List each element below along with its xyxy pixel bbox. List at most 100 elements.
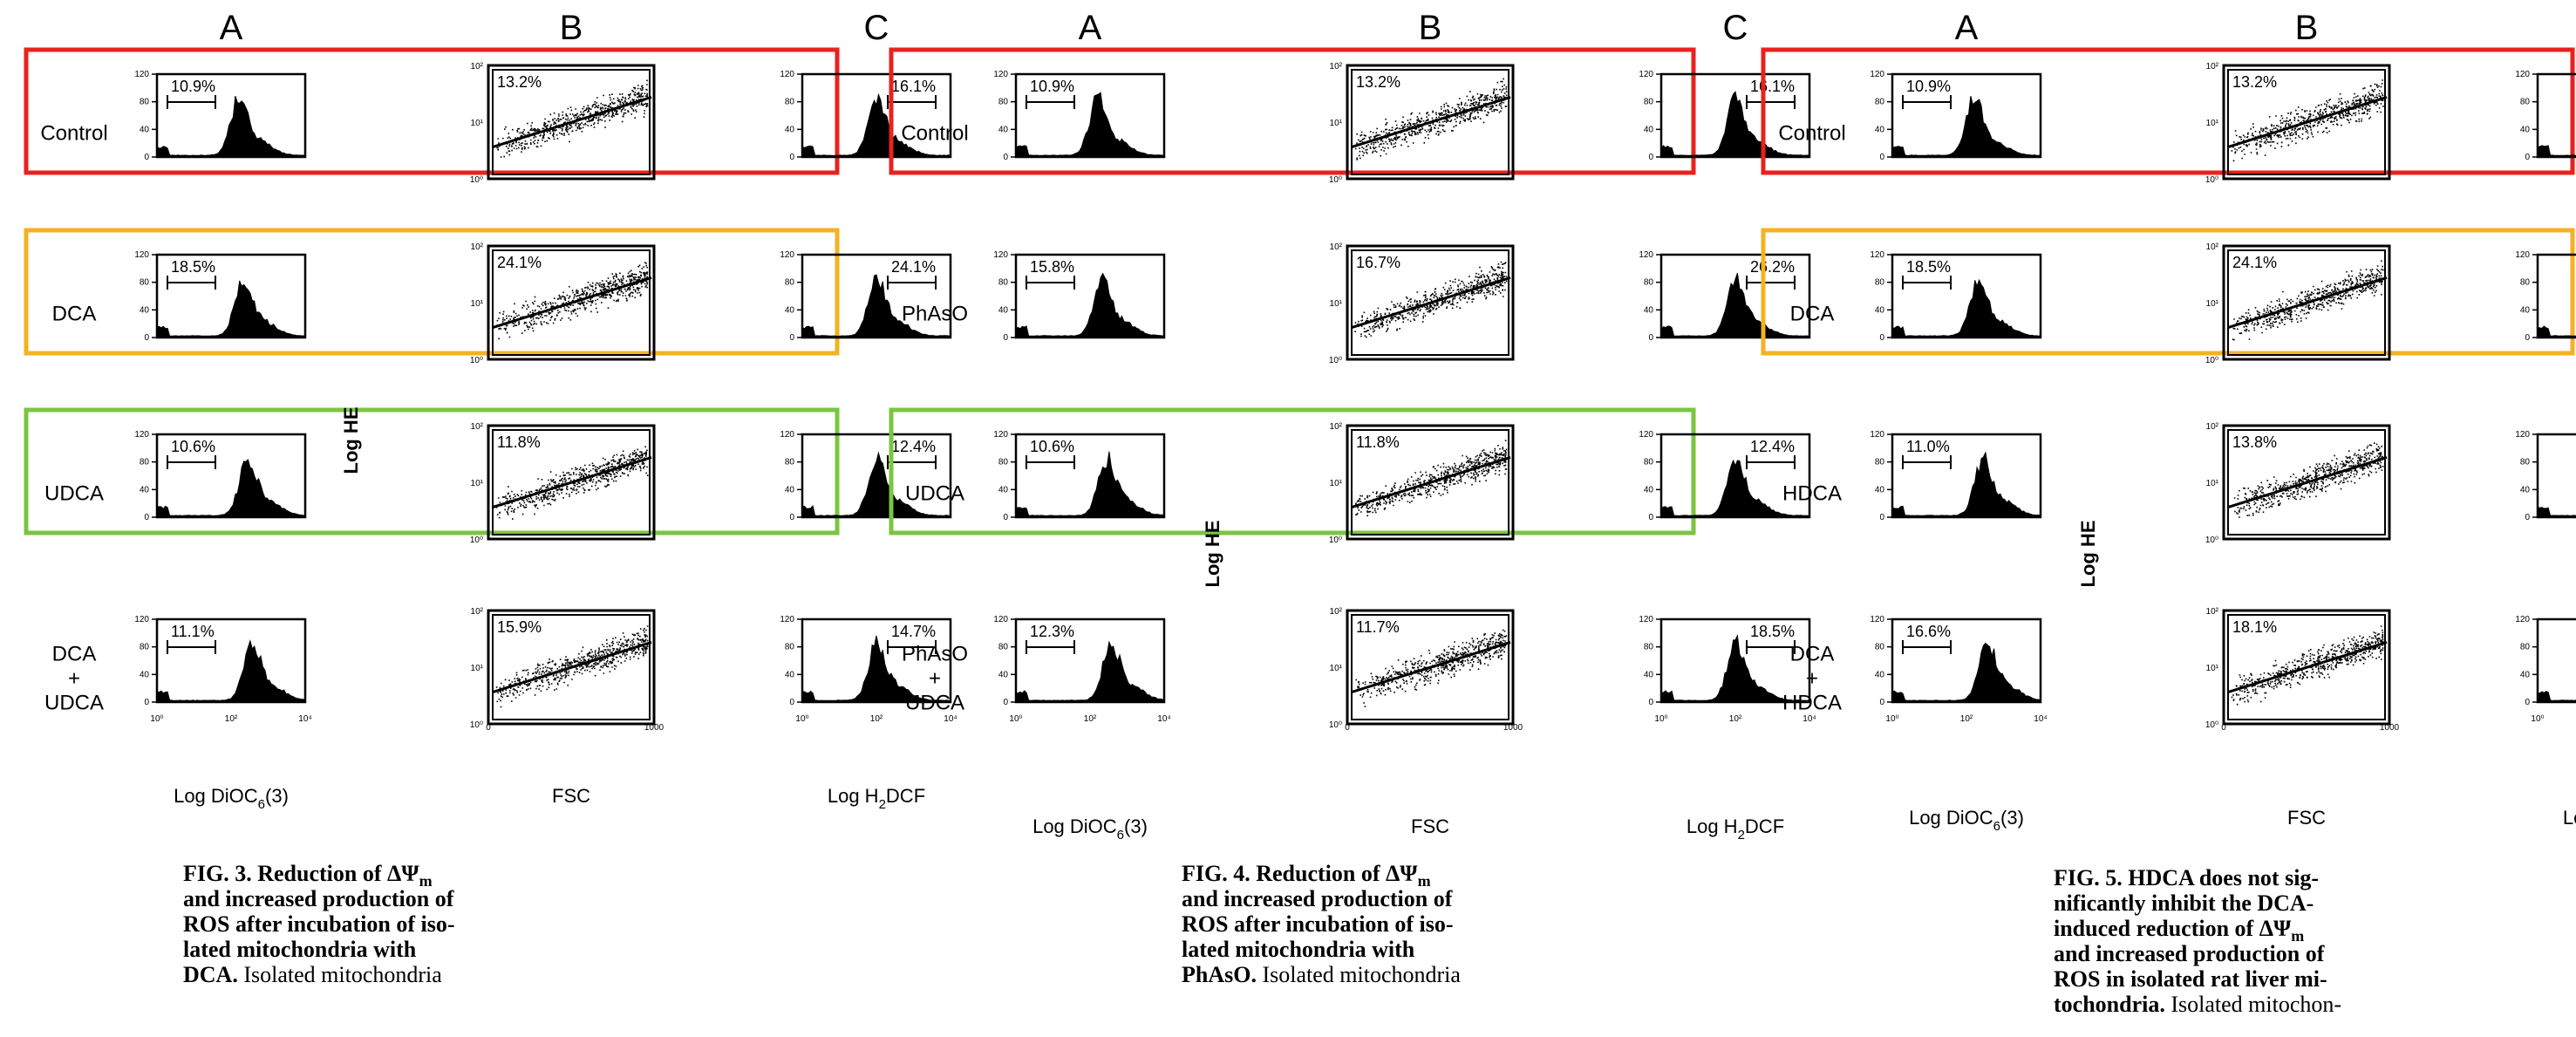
y-tick-label: 80 [2520, 643, 2531, 652]
gate-percentage: 10.9% [1906, 78, 1951, 95]
row-dca: DCA 120 80 40 0 18.5% 10² 10¹ 10⁰ 24.1% 120 80 40 0 24… [24, 228, 952, 365]
y-tick-label: 10¹ [471, 664, 484, 673]
y-tick-label: 40 [2520, 305, 2531, 315]
axis-label-part: Log H [828, 785, 879, 807]
caption-line: lated mitochondria with [183, 937, 417, 962]
caption-line: tochondria. Isolated mitochon- [2054, 992, 2341, 1017]
y-tick-label: 0 [1648, 333, 1653, 343]
gate-percentage: 24.1% [2232, 254, 2277, 271]
row-label: + [1806, 667, 1818, 691]
dotplot-gate [2227, 614, 2386, 720]
y-tick-label: 10¹ [2206, 479, 2219, 488]
column-letter-b: B [1419, 9, 1442, 47]
y-tick-label: 40 [140, 125, 150, 134]
y-tick-label: 10¹ [471, 299, 484, 309]
dotplot-gate [1351, 249, 1509, 356]
dotplot-gate [2227, 249, 2386, 356]
regression-line [492, 455, 652, 509]
regression-line [492, 640, 652, 694]
histogram-frame [2536, 253, 2576, 339]
y-tick-label: 0 [144, 513, 149, 522]
y-tick-label: 0 [2525, 333, 2530, 343]
caption-bold: and increased production of [183, 886, 454, 911]
histogram-distribution [156, 95, 306, 158]
histogram-distribution [1891, 278, 2041, 338]
gate-percentage: 24.1% [891, 258, 936, 276]
regression-line [2227, 95, 2388, 149]
y-tick-label: 80 [1644, 98, 1654, 107]
gate-percentage: 18.5% [1906, 258, 1951, 276]
x-axis-label-dcf: Log H2DCF [2563, 807, 2576, 834]
y-tick-label: 40 [2520, 485, 2531, 495]
y-tick-label: 80 [785, 98, 795, 107]
dotplot-frame [487, 424, 656, 541]
y-tick-label: 120 [780, 430, 794, 440]
highlight-box-control [24, 47, 840, 175]
row-udca: UDCA 120 80 40 0 10.6% 10² 10¹ 10⁰ 11.8% 120 80 40 0 1… [889, 407, 1811, 545]
y-axis-label-he: Log HE [2077, 521, 2099, 588]
y-tick-label: 80 [140, 98, 150, 107]
caption-bold: induced reduction of ΔΨ [2054, 916, 2292, 941]
axis-label-part: DCF [886, 785, 925, 807]
regression-line [2227, 276, 2388, 330]
y-tick-label: 10¹ [1330, 664, 1343, 673]
histogram-distribution [2537, 325, 2576, 338]
histogram-distribution [801, 274, 951, 338]
dotplot-gate [492, 69, 651, 175]
dotplot-frame [2222, 244, 2391, 361]
gate-percentage: 11.1% [171, 623, 215, 640]
y-tick-label: 10¹ [471, 479, 484, 488]
x-tick-label: 10⁴ [1803, 714, 1816, 724]
row-label: PhAsO [902, 643, 968, 666]
y-tick-label: 80 [2520, 458, 2531, 467]
y-tick-label: 80 [2520, 98, 2531, 107]
y-tick-label: 10⁰ [2205, 536, 2218, 545]
gate-percentage: 13.8% [2232, 433, 2277, 451]
axis-label-part: (3) [265, 785, 289, 807]
gate-percentage: 10.6% [1030, 438, 1074, 455]
y-tick-label: 10¹ [2206, 664, 2219, 673]
regression-line [492, 95, 652, 149]
gate-percentage: 10.9% [171, 78, 215, 95]
y-tick-label: 40 [998, 670, 1009, 679]
x-tick-label: 1000 [2380, 723, 2400, 733]
y-tick-label: 0 [1003, 698, 1008, 707]
x-tick-label: 10⁴ [944, 714, 957, 724]
histogram-distribution [156, 638, 306, 703]
column-letter-b: B [560, 9, 583, 47]
y-tick-label: 40 [1644, 125, 1654, 134]
caption-line: FIG. 4. Reduction of ΔΨm [1182, 861, 1431, 890]
caption-bold: lated mitochondria with [183, 937, 417, 962]
x-tick-label: 10⁰ [1009, 714, 1022, 724]
regression-line [492, 276, 652, 330]
row-label: DCA [1790, 643, 1835, 666]
y-tick-label: 10⁰ [2205, 356, 2218, 365]
y-tick-label: 10² [2206, 62, 2219, 72]
caption-normal: Isolated mitochondria [1257, 962, 1461, 987]
caption-subscript: m [2291, 927, 2304, 945]
caption-normal: Isolated mitochon- [2165, 992, 2341, 1017]
y-tick-label: 0 [1003, 333, 1008, 343]
gate-percentage: 12.4% [1750, 438, 1795, 455]
y-tick-label: 10⁰ [470, 720, 483, 730]
y-tick-label: 10² [471, 62, 484, 72]
y-tick-label: 0 [789, 153, 794, 162]
dotplot-events [496, 79, 649, 158]
row-phaso: PhAsO+UDCA 120 80 40 0 12.3% 10² 10¹ 10⁰ 11.7% 120… [902, 607, 1811, 730]
gate-percentage: 14.7% [891, 623, 936, 640]
x-tick-label: 10⁴ [1157, 714, 1170, 724]
y-tick-label: 40 [785, 305, 795, 315]
y-tick-label: 80 [1875, 278, 1885, 288]
row-label: Control [40, 122, 107, 146]
y-tick-label: 80 [1644, 458, 1654, 467]
x-tick-label: 10² [1729, 714, 1742, 724]
caption-line: ROS in isolated rat liver mi- [2054, 966, 2327, 992]
gate-percentage: 13.2% [497, 73, 542, 91]
gate-percentage: 16.7% [1356, 254, 1400, 271]
dotplot-events [495, 262, 649, 340]
x-tick-label: 10² [1960, 714, 1973, 724]
row-label: Control [901, 122, 968, 146]
x-axis-label-dcf: Log H2DCF [1687, 815, 1784, 843]
y-tick-label: 10⁰ [2205, 720, 2218, 730]
